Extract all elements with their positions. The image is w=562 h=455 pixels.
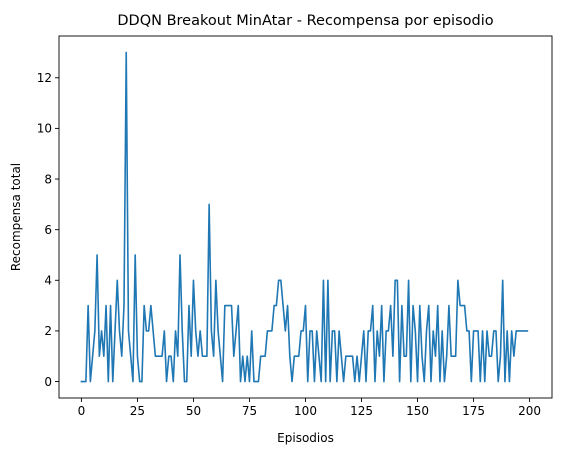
x-tick-label: 75 [242,404,257,418]
x-tick-label: 100 [294,404,317,418]
x-tick-label: 125 [350,404,373,418]
y-tick-label: 6 [44,223,52,237]
x-axis-label: Episodios [277,431,334,445]
y-tick-label: 4 [44,274,52,288]
y-tick-label: 10 [37,122,52,136]
x-tick-label: 50 [186,404,201,418]
y-tick-label: 2 [44,324,52,338]
x-tick-label: 25 [130,404,145,418]
x-tick-label: 175 [462,404,485,418]
x-tick-label: 200 [518,404,541,418]
chart-title: DDQN Breakout MinAtar - Recompensa por e… [117,13,493,29]
y-tick-label: 12 [37,71,52,85]
y-tick-label: 0 [44,375,52,389]
x-tick-label: 150 [406,404,429,418]
x-tick-label: 0 [78,404,86,418]
y-axis-label: Recompensa total [9,163,23,271]
series-line [80,51,529,383]
y-tick-label: 8 [44,172,52,186]
